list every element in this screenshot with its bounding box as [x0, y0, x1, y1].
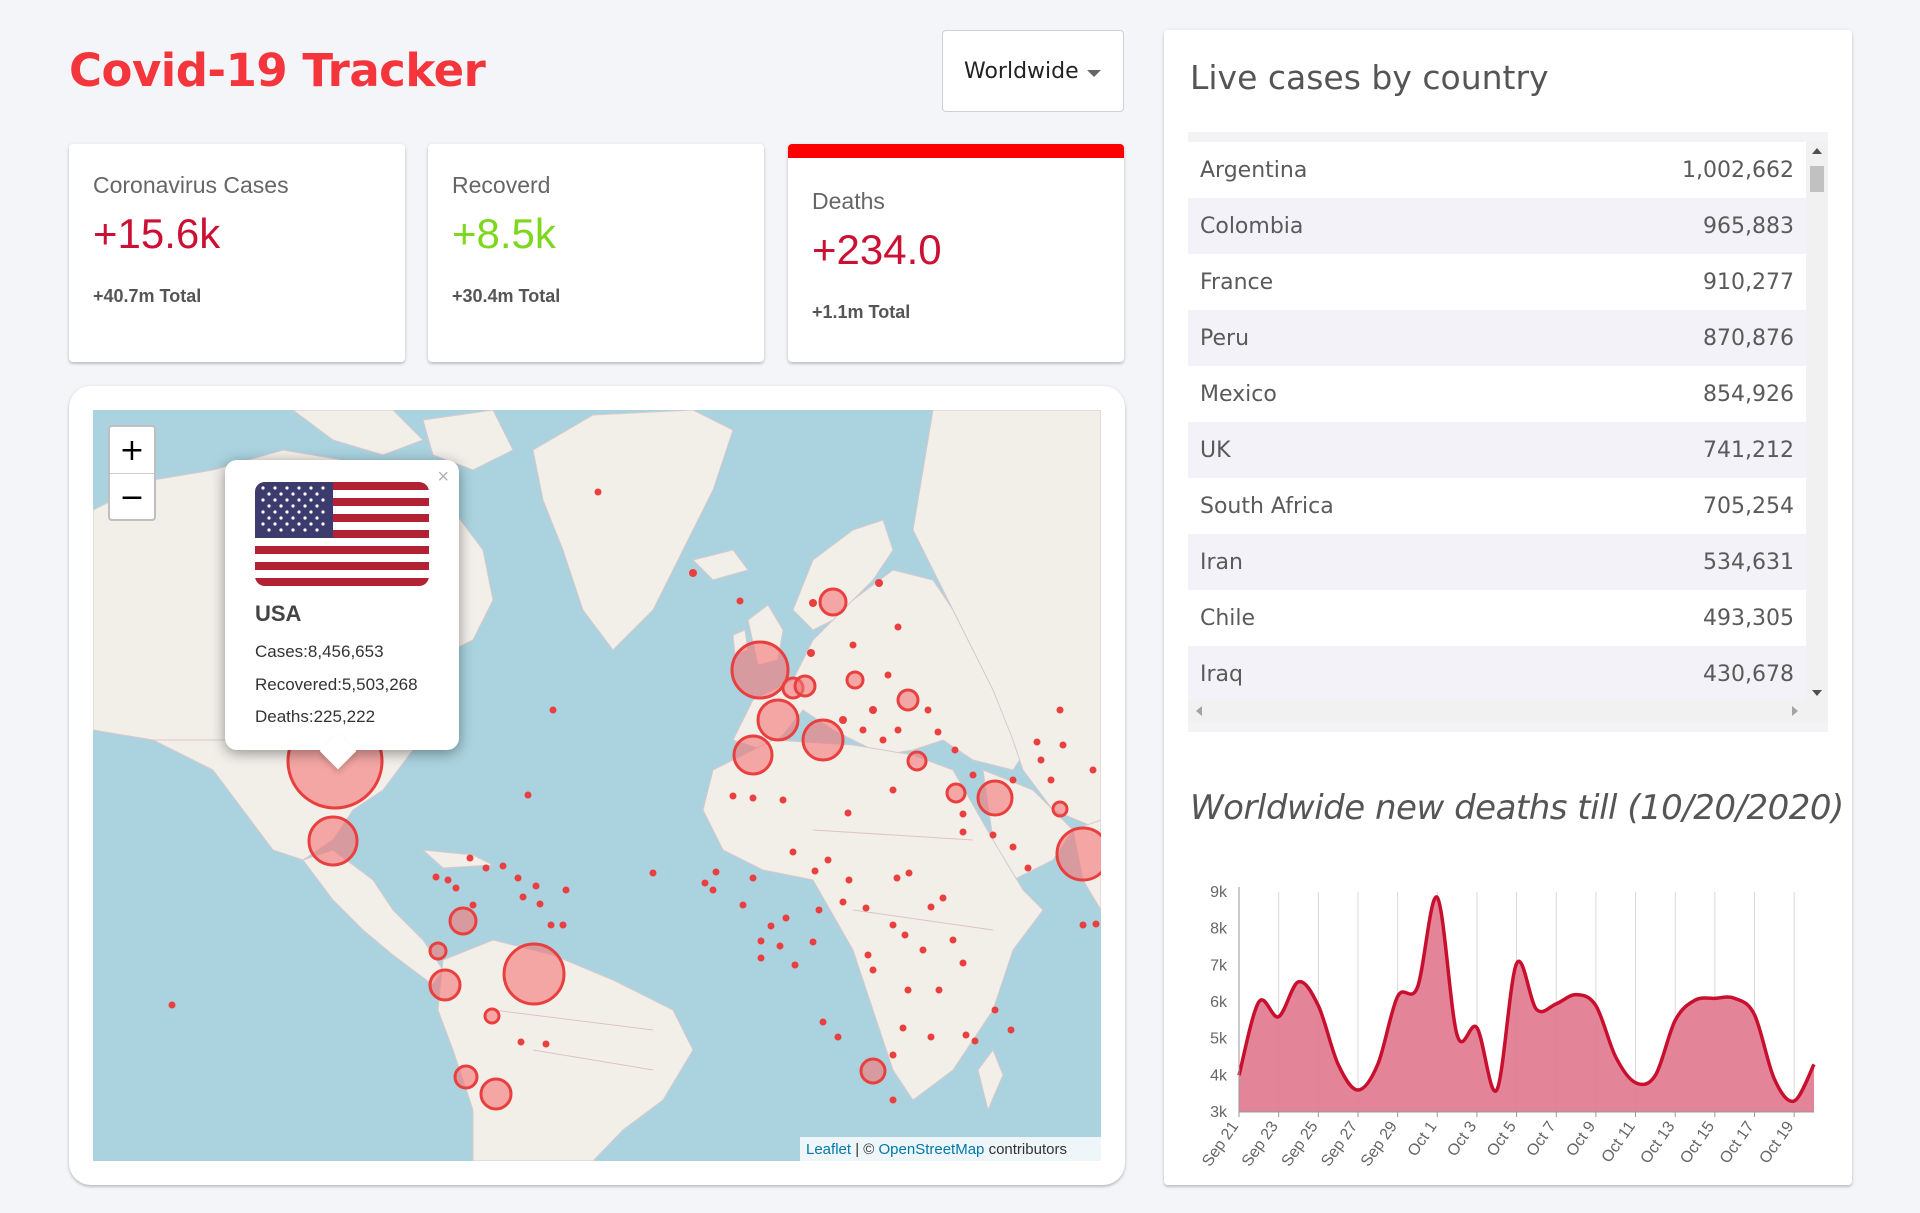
cases-total: +40.7m Total	[93, 286, 202, 306]
country-name: Mexico	[1200, 381, 1277, 407]
table-row: UK 741,212	[1188, 422, 1806, 478]
y-tick-label: 6k	[1210, 994, 1228, 1011]
x-tick-label: Oct 7	[1524, 1118, 1560, 1159]
y-tick-label: 9k	[1210, 884, 1228, 901]
country-name: Colombia	[1200, 213, 1304, 239]
x-tick-label: Oct 3	[1444, 1118, 1480, 1159]
table-row: France 910,277	[1188, 254, 1806, 310]
chart-title: Worldwide new deaths till (10/20/2020)	[1190, 788, 1844, 828]
popup-country-name: USA	[255, 601, 302, 626]
scroll-thumb[interactable]	[1810, 166, 1824, 192]
country-name: Chile	[1200, 605, 1256, 631]
zoom-in-button[interactable]: +	[110, 427, 154, 474]
x-tick-label: Sep 21	[1199, 1118, 1242, 1169]
scroll-down-icon[interactable]	[1812, 690, 1822, 696]
x-tick-label: Oct 15	[1677, 1118, 1718, 1166]
country-table-container[interactable]: Argentina 1,002,662 Colombia 965,883 France 9…	[1188, 132, 1828, 732]
popup-cases: Cases:8,456,653	[255, 642, 384, 661]
country-name: UK	[1200, 437, 1231, 463]
country-table: Argentina 1,002,662 Colombia 965,883 France 9…	[1188, 142, 1806, 702]
table-vertical-scrollbar[interactable]	[1806, 142, 1828, 702]
table-row: Peru 870,876	[1188, 310, 1806, 366]
x-tick-label: Sep 27	[1318, 1118, 1361, 1169]
attribution-separator: | ©	[851, 1140, 879, 1158]
country-select-value: Worldwide	[964, 58, 1079, 84]
y-tick-label: 5k	[1210, 1031, 1228, 1048]
leaflet-link[interactable]: Leaflet	[806, 1140, 852, 1158]
sidebar-card: Live cases by country Argentina 1,002,662…	[1164, 30, 1852, 1185]
x-tick-label: Oct 5	[1484, 1118, 1520, 1159]
table-row: Iran 534,631	[1188, 534, 1806, 590]
deaths-total: +1.1m Total	[812, 302, 911, 322]
recovered-info-box[interactable]: Recoverd +8.5k +30.4m Total	[428, 144, 764, 362]
y-tick-label: 4k	[1210, 1067, 1228, 1084]
zoom-control: + −	[108, 425, 156, 521]
table-row: Mexico 854,926	[1188, 366, 1806, 422]
table-row: Chile 493,305	[1188, 590, 1806, 646]
popup-deaths: Deaths:225,222	[255, 707, 376, 726]
scroll-up-icon[interactable]	[1812, 148, 1822, 154]
country-name: France	[1200, 269, 1274, 295]
table-row: South Africa 705,254	[1188, 478, 1806, 534]
country-popup: × USA	[225, 460, 459, 770]
deaths-label: Deaths	[812, 188, 885, 214]
openstreetmap-link[interactable]: OpenStreetMap	[878, 1140, 985, 1158]
recovered-total: +30.4m Total	[452, 286, 561, 306]
x-tick-label: Sep 23	[1239, 1118, 1282, 1169]
recovered-label: Recoverd	[452, 172, 551, 198]
country-cases: 430,678	[1703, 661, 1794, 687]
zoom-out-button[interactable]: −	[119, 479, 145, 515]
country-name: Peru	[1200, 325, 1250, 351]
x-tick-label: Oct 1	[1405, 1118, 1441, 1159]
deaths-info-box[interactable]: Deaths +234.0 +1.1m Total	[788, 144, 1124, 362]
country-select[interactable]: Worldwide	[942, 30, 1124, 112]
app-title: Covid-19 Tracker	[69, 44, 486, 97]
popup-recovered: Recovered:5,503,268	[255, 675, 418, 694]
country-cases: 965,883	[1703, 213, 1794, 239]
usa-flag-icon	[255, 482, 429, 586]
country-cases: 1,002,662	[1682, 157, 1794, 183]
country-name: Argentina	[1200, 157, 1308, 183]
y-tick-label: 3k	[1210, 1104, 1228, 1121]
popup-close-button[interactable]: ×	[437, 466, 449, 488]
scroll-left-icon[interactable]	[1196, 706, 1202, 716]
country-name: Iran	[1200, 549, 1243, 575]
y-tick-label: 8k	[1210, 921, 1228, 938]
map-attribution: Leaflet | © OpenStreetMap contributors	[800, 1137, 1101, 1161]
y-tick-label: 7k	[1210, 957, 1228, 974]
deaths-line	[1237, 895, 1816, 1104]
table-horizontal-scrollbar[interactable]	[1188, 700, 1828, 722]
country-cases: 854,926	[1703, 381, 1794, 407]
table-row: Argentina 1,002,662	[1188, 142, 1806, 198]
country-cases: 910,277	[1703, 269, 1794, 295]
x-tick-label: Sep 29	[1358, 1118, 1401, 1169]
cases-label: Coronavirus Cases	[93, 172, 289, 198]
x-tick-label: Sep 25	[1279, 1118, 1322, 1169]
attribution-suffix: contributors	[984, 1140, 1067, 1158]
country-name: South Africa	[1200, 493, 1334, 519]
caret-down-icon	[1087, 70, 1101, 77]
table-row: Iraq 430,678	[1188, 646, 1806, 702]
recovered-value: +8.5k	[452, 210, 556, 257]
x-tick-label: Oct 9	[1563, 1118, 1599, 1159]
country-cases: 493,305	[1703, 605, 1794, 631]
deaths-value: +234.0	[812, 226, 942, 273]
cases-value: +15.6k	[93, 210, 221, 257]
x-tick-label: Oct 19	[1756, 1118, 1797, 1166]
scroll-right-icon[interactable]	[1792, 706, 1798, 716]
table-title: Live cases by country	[1190, 58, 1549, 97]
x-tick-label: Oct 17	[1717, 1118, 1758, 1166]
country-name: Iraq	[1200, 661, 1243, 687]
country-cases: 870,876	[1703, 325, 1794, 351]
country-cases: 534,631	[1703, 549, 1794, 575]
table-row: Colombia 965,883	[1188, 198, 1806, 254]
country-cases: 741,212	[1703, 437, 1794, 463]
country-cases: 705,254	[1703, 493, 1794, 519]
x-tick-label: Oct 13	[1638, 1118, 1679, 1166]
x-tick-label: Oct 11	[1599, 1118, 1639, 1165]
deaths-area	[1239, 896, 1814, 1112]
cases-info-box[interactable]: Coronavirus Cases +15.6k +40.7m Total	[69, 144, 405, 362]
